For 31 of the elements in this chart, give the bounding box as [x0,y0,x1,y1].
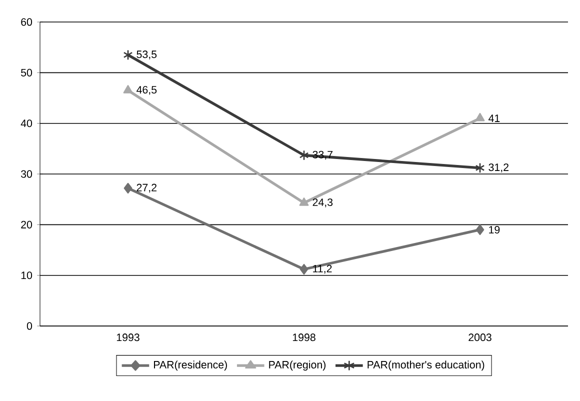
x-tick-label: 1993 [116,334,140,342]
point [123,50,133,60]
y-tick-label: 50 [21,68,32,76]
point [476,224,484,236]
data-label: 19 [489,226,500,234]
y-tick-label: 20 [21,220,32,228]
point [300,264,308,275]
data-label: 53,5 [136,50,157,60]
y-tick-label: 60 [21,18,32,26]
data-label: 27,2 [136,184,156,193]
data-label: 41 [488,114,500,122]
legend-label: PAR(region) [269,360,326,371]
data-label: 24,3 [312,198,333,208]
y-tick-label: 10 [21,272,32,280]
point [123,85,133,94]
point [475,162,485,174]
y-tick-label: 40 [20,120,32,128]
legend-label: PAR(mother's education) [368,360,484,371]
data-label: 31,2 [488,164,508,172]
point [124,182,132,194]
point [299,150,309,161]
data-label: 33,7 [312,150,332,160]
point [475,112,485,122]
x-tick-label: 2003 [468,334,492,342]
x-tick-label: 1998 [292,334,316,342]
data-label: 46,5 [136,86,157,95]
legend-label: PAR(residence) [154,360,227,371]
point [299,198,309,206]
y-tick-label: 0 [26,322,32,330]
data-label: 11,2 [313,264,332,274]
y-tick-label: 30 [20,170,32,178]
